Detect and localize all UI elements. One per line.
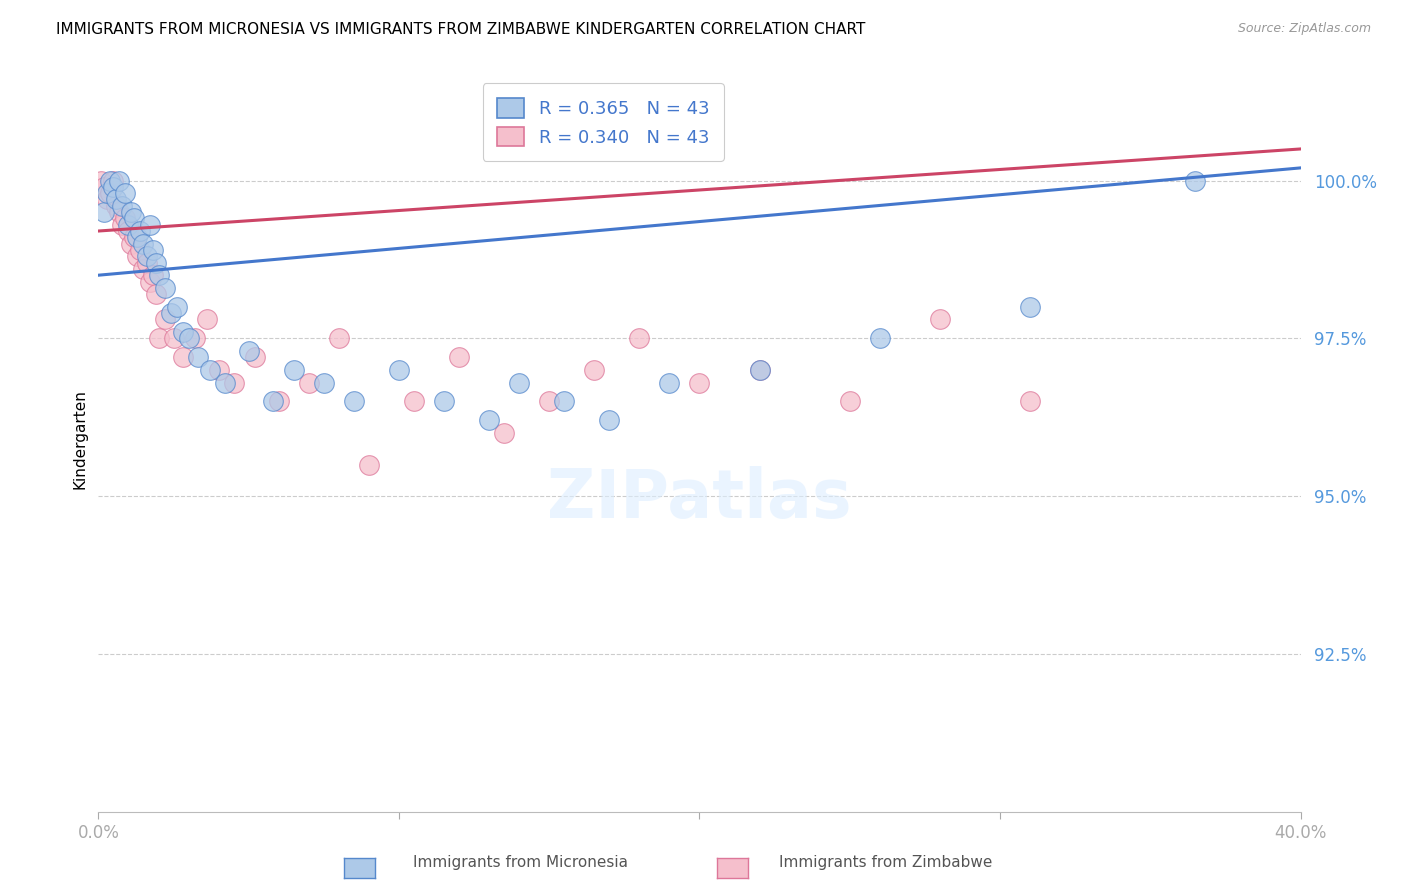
Text: ZIPatlas: ZIPatlas xyxy=(547,466,852,532)
Point xyxy=(138,275,160,289)
Point xyxy=(117,218,139,232)
Point xyxy=(748,363,770,377)
Point xyxy=(478,413,501,427)
Point xyxy=(121,205,143,219)
Point xyxy=(262,394,284,409)
Point xyxy=(93,205,115,219)
Point xyxy=(100,173,122,187)
Point xyxy=(183,331,205,345)
Point xyxy=(177,331,200,345)
Point xyxy=(103,179,125,194)
Point xyxy=(129,243,152,257)
Point xyxy=(598,413,620,427)
Point xyxy=(267,394,290,409)
Point xyxy=(111,218,134,232)
Y-axis label: Kindergarten: Kindergarten xyxy=(72,390,87,489)
Point xyxy=(138,218,160,232)
Point xyxy=(148,331,170,345)
Point xyxy=(1019,300,1042,314)
Point xyxy=(90,173,112,187)
Point xyxy=(402,394,425,409)
Point xyxy=(388,363,411,377)
Point xyxy=(283,363,305,377)
Point xyxy=(124,211,146,226)
Point xyxy=(103,173,125,187)
Point xyxy=(159,306,181,320)
Point xyxy=(121,236,143,251)
Text: Immigrants from Micronesia: Immigrants from Micronesia xyxy=(413,855,627,870)
Point xyxy=(433,394,456,409)
Point xyxy=(105,193,128,207)
Point xyxy=(688,376,710,390)
Point xyxy=(538,394,561,409)
Point xyxy=(108,205,131,219)
Point xyxy=(208,363,231,377)
Point xyxy=(312,376,335,390)
Point xyxy=(111,199,134,213)
Point xyxy=(583,363,606,377)
Point xyxy=(508,376,530,390)
Point xyxy=(658,376,681,390)
Point xyxy=(135,249,157,263)
Point xyxy=(148,268,170,283)
Point xyxy=(114,211,136,226)
Point xyxy=(172,351,194,365)
Text: Source: ZipAtlas.com: Source: ZipAtlas.com xyxy=(1237,22,1371,36)
Point xyxy=(238,343,260,358)
Point xyxy=(93,179,115,194)
Point xyxy=(1184,173,1206,187)
Point xyxy=(132,261,155,276)
Point xyxy=(869,331,891,345)
Point xyxy=(929,312,952,326)
Point xyxy=(222,376,245,390)
Point xyxy=(100,186,122,201)
Point xyxy=(328,331,350,345)
Point xyxy=(114,186,136,201)
Point xyxy=(214,376,236,390)
Point xyxy=(124,230,146,244)
Point xyxy=(343,394,366,409)
Point xyxy=(127,230,149,244)
Point xyxy=(96,186,118,201)
Point xyxy=(553,394,575,409)
Point xyxy=(172,325,194,339)
Point xyxy=(357,458,380,472)
Point xyxy=(127,249,149,263)
Point xyxy=(748,363,770,377)
Point xyxy=(162,331,184,345)
Point xyxy=(132,236,155,251)
Point xyxy=(1019,394,1042,409)
Point xyxy=(105,199,128,213)
Point xyxy=(108,173,131,187)
Point xyxy=(141,268,163,283)
Point xyxy=(153,312,176,326)
Point xyxy=(494,425,516,440)
Point xyxy=(447,351,470,365)
Point xyxy=(166,300,188,314)
Point xyxy=(195,312,218,326)
Text: Immigrants from Zimbabwe: Immigrants from Zimbabwe xyxy=(779,855,993,870)
Point xyxy=(198,363,221,377)
Legend: R = 0.365   N = 43, R = 0.340   N = 43: R = 0.365 N = 43, R = 0.340 N = 43 xyxy=(482,83,724,161)
Point xyxy=(243,351,266,365)
Text: IMMIGRANTS FROM MICRONESIA VS IMMIGRANTS FROM ZIMBABWE KINDERGARTEN CORRELATION : IMMIGRANTS FROM MICRONESIA VS IMMIGRANTS… xyxy=(56,22,866,37)
Point xyxy=(628,331,651,345)
Point xyxy=(838,394,860,409)
Point xyxy=(141,243,163,257)
Point xyxy=(129,224,152,238)
Point xyxy=(145,255,167,269)
Point xyxy=(96,193,118,207)
Point xyxy=(298,376,321,390)
Point xyxy=(117,224,139,238)
Point xyxy=(135,255,157,269)
Point xyxy=(145,287,167,301)
Point xyxy=(153,281,176,295)
Point xyxy=(187,351,209,365)
